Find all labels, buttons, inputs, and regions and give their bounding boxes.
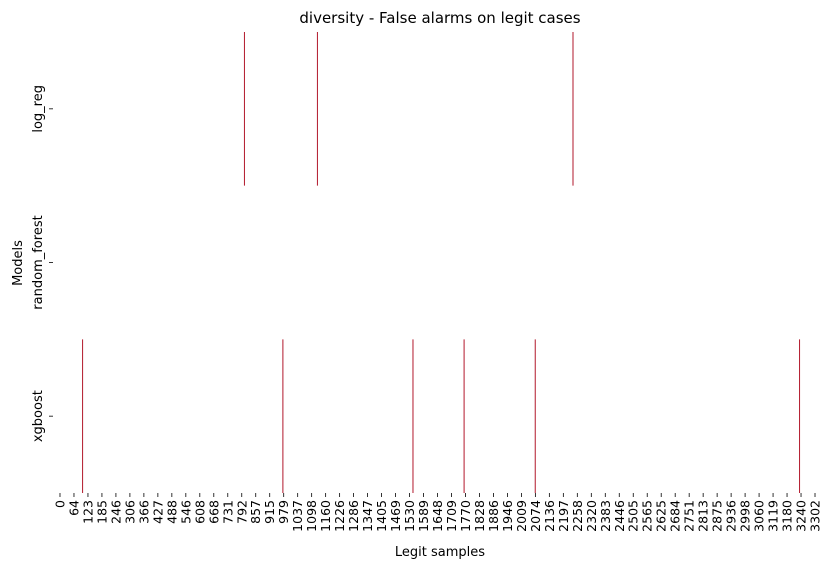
x-tick-label: 2505 bbox=[626, 500, 641, 532]
x-tick-label: 2684 bbox=[668, 500, 683, 532]
x-tick-label: 306 bbox=[122, 500, 137, 524]
x-tick-label: 2320 bbox=[584, 500, 599, 532]
x-tick-label: 1405 bbox=[374, 500, 389, 532]
x-tick-label: 731 bbox=[220, 500, 235, 524]
x-tick-label: 246 bbox=[108, 500, 123, 524]
x-tick-label: 2383 bbox=[598, 500, 613, 532]
x-axis: 0641231852463063664274885466086687317928… bbox=[52, 493, 823, 532]
x-tick-label: 488 bbox=[164, 500, 179, 524]
x-tick-label: 2197 bbox=[556, 500, 571, 532]
x-tick-label: 0 bbox=[52, 500, 67, 508]
x-tick-label: 1469 bbox=[388, 500, 403, 532]
x-tick-label: 1709 bbox=[444, 500, 459, 532]
x-tick-label: 1347 bbox=[360, 500, 375, 532]
y-tick-label: random_forest bbox=[31, 215, 46, 309]
x-tick-label: 857 bbox=[248, 500, 263, 524]
x-tick-label: 3240 bbox=[794, 500, 809, 532]
x-tick-label: 1160 bbox=[318, 500, 333, 532]
x-tick-label: 3180 bbox=[780, 500, 795, 532]
x-tick-label: 1828 bbox=[472, 500, 487, 532]
x-tick-label: 1589 bbox=[416, 500, 431, 532]
x-tick-label: 1530 bbox=[402, 500, 417, 532]
x-tick-label: 64 bbox=[66, 500, 81, 516]
x-tick-label: 2446 bbox=[612, 500, 627, 532]
y-tick-label: log_reg bbox=[31, 85, 46, 133]
x-tick-label: 2074 bbox=[528, 500, 543, 532]
x-tick-label: 2009 bbox=[514, 500, 529, 532]
x-tick-label: 2565 bbox=[640, 500, 655, 532]
x-tick-label: 3302 bbox=[808, 500, 823, 532]
x-tick-label: 1886 bbox=[486, 500, 501, 532]
x-tick-label: 1946 bbox=[500, 500, 515, 532]
x-tick-label: 668 bbox=[206, 500, 221, 524]
x-tick-label: 1770 bbox=[458, 500, 473, 532]
x-tick-label: 2625 bbox=[654, 500, 669, 532]
x-tick-label: 915 bbox=[262, 500, 277, 524]
x-axis-label: Legit samples bbox=[395, 545, 485, 560]
x-tick-label: 427 bbox=[150, 500, 165, 524]
x-tick-label: 2998 bbox=[738, 500, 753, 532]
x-tick-label: 608 bbox=[192, 500, 207, 524]
x-tick-label: 185 bbox=[94, 500, 109, 524]
plot-area bbox=[82, 32, 801, 493]
x-tick-label: 546 bbox=[178, 500, 193, 524]
x-tick-label: 1098 bbox=[304, 500, 319, 532]
x-tick-label: 2258 bbox=[570, 500, 585, 532]
y-axis-label: Models bbox=[11, 240, 26, 286]
x-tick-label: 792 bbox=[234, 500, 249, 524]
x-tick-label: 1037 bbox=[290, 500, 305, 532]
x-tick-label: 2875 bbox=[710, 500, 725, 532]
x-tick-label: 123 bbox=[80, 500, 95, 524]
chart-title: diversity - False alarms on legit cases bbox=[299, 9, 580, 27]
x-tick-label: 2136 bbox=[542, 500, 557, 532]
x-tick-label: 1648 bbox=[430, 500, 445, 532]
x-tick-label: 1226 bbox=[332, 500, 347, 532]
y-tick-label: xgboost bbox=[31, 390, 46, 442]
x-tick-label: 2813 bbox=[696, 500, 711, 532]
x-tick-label: 979 bbox=[276, 500, 291, 524]
x-tick-label: 3119 bbox=[766, 500, 781, 532]
x-tick-label: 1286 bbox=[346, 500, 361, 532]
x-tick-label: 3060 bbox=[752, 500, 767, 532]
x-tick-label: 366 bbox=[136, 500, 151, 524]
x-tick-label: 2936 bbox=[724, 500, 739, 532]
x-tick-label: 2751 bbox=[682, 500, 697, 532]
